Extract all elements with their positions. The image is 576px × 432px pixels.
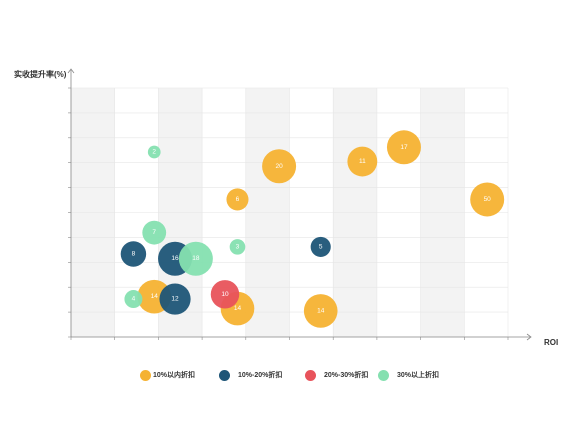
bubble-circle bbox=[226, 188, 249, 211]
bubble-label: 5 bbox=[319, 243, 323, 250]
bubble[interactable]: 3 bbox=[229, 239, 246, 255]
bubble-circle bbox=[310, 236, 331, 257]
bubble[interactable]: 12 bbox=[159, 283, 191, 315]
bubble-circle bbox=[262, 149, 297, 184]
bubble-label: 20 bbox=[275, 163, 283, 170]
bubble[interactable]: 10 bbox=[210, 280, 240, 309]
legend-label: 30%以上折扣 bbox=[397, 372, 440, 379]
legend-label: 20%-30%折扣 bbox=[324, 372, 369, 379]
legend-marker bbox=[378, 369, 389, 381]
axes bbox=[67, 68, 532, 341]
x-axis-label: ROI bbox=[544, 338, 558, 347]
bubble-label: 7 bbox=[152, 229, 156, 236]
bubble-circle bbox=[347, 146, 378, 177]
legend-label: 10%-20%折扣 bbox=[238, 372, 283, 379]
legend-item-1[interactable]: 10%以内折扣 bbox=[140, 368, 195, 382]
bubble-label: 6 bbox=[236, 196, 240, 203]
bubble-circle bbox=[303, 294, 338, 328]
bubble[interactable]: 2 bbox=[147, 145, 161, 159]
bubble-circle bbox=[159, 283, 191, 315]
bubble[interactable]: 7 bbox=[142, 220, 167, 245]
y-axis-label: 实收提升率(%) bbox=[14, 69, 67, 79]
y-axis-arrow-icon bbox=[67, 68, 75, 74]
bubble-label: 16 bbox=[171, 255, 179, 262]
bubble[interactable]: 6 bbox=[226, 188, 249, 211]
x-axis-arrow-icon bbox=[526, 333, 532, 341]
bubble[interactable]: 17 bbox=[386, 130, 421, 165]
bubble-circle bbox=[147, 145, 161, 159]
bubble-circle bbox=[178, 241, 213, 276]
bubble-label: 18 bbox=[192, 255, 200, 262]
bubble[interactable]: 50 bbox=[470, 182, 505, 217]
bubble-label: 14 bbox=[317, 307, 325, 314]
bubble-circle bbox=[210, 280, 240, 309]
legend-item-3[interactable]: 20%-30%折扣 bbox=[305, 368, 368, 382]
bubble-label: 3 bbox=[236, 243, 240, 250]
bubble-circle bbox=[386, 130, 421, 165]
bubble[interactable]: 11 bbox=[347, 146, 378, 177]
bubble[interactable]: 14 bbox=[303, 294, 338, 328]
legend-marker bbox=[140, 369, 151, 381]
bubbles: 14 14 14 6 20 11 17 50 8 16 12 5 10 2 7 18 3 4 bbox=[120, 130, 505, 328]
legend-item-2[interactable]: 10%-20%折扣 bbox=[219, 368, 282, 382]
bubble-label: 8 bbox=[132, 251, 136, 258]
legend: 10%以内折扣 10%-20%折扣 20%-30%折扣 30%以上折扣 bbox=[0, 368, 576, 384]
legend-marker bbox=[305, 369, 316, 381]
bubble-circle bbox=[229, 239, 246, 255]
bubble-label: 17 bbox=[400, 144, 408, 151]
bubble[interactable]: 4 bbox=[124, 290, 143, 309]
bubble-circle bbox=[124, 290, 143, 309]
bubble-label: 10 bbox=[221, 291, 229, 298]
bubble[interactable]: 20 bbox=[262, 149, 297, 184]
bubble-label: 4 bbox=[132, 296, 136, 303]
bubble[interactable]: 8 bbox=[120, 241, 147, 267]
legend-marker bbox=[219, 369, 230, 381]
bubble-label: 12 bbox=[171, 296, 179, 303]
legend-item-4[interactable]: 30%以上折扣 bbox=[378, 368, 439, 382]
bubble-circle bbox=[120, 241, 147, 267]
bubble-label: 2 bbox=[152, 149, 156, 156]
bubble-label: 11 bbox=[359, 158, 366, 165]
bubble[interactable]: 18 bbox=[178, 241, 213, 276]
bubble[interactable]: 5 bbox=[310, 236, 331, 257]
bubble-label: 14 bbox=[151, 293, 159, 300]
bubble-label: 14 bbox=[234, 305, 242, 312]
bubble-circle bbox=[142, 220, 167, 245]
legend-label: 10%以内折扣 bbox=[153, 372, 196, 379]
bubble-circle bbox=[470, 182, 505, 217]
bubble-label: 50 bbox=[484, 196, 492, 203]
